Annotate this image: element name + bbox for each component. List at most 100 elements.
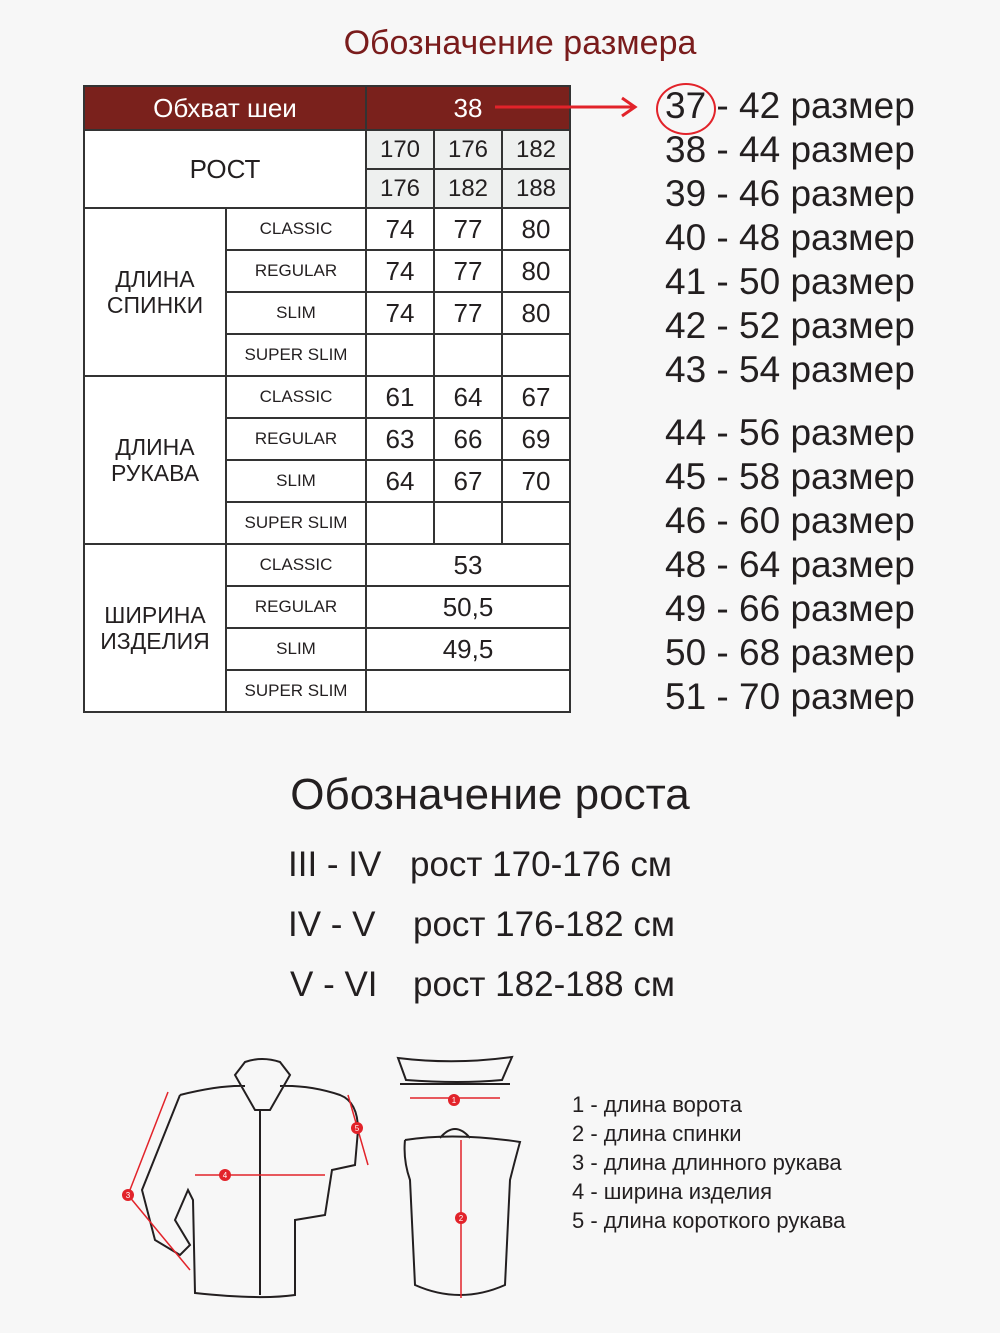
table-row: ДЛИНА СПИНКИ CLASSIC 74 77 80 — [83, 207, 571, 377]
value-cell: 74 — [365, 249, 435, 293]
value-cell — [433, 333, 503, 377]
shirt-diagram: 1 2 3 4 5 — [122, 1055, 522, 1299]
height-code: IV - V — [288, 905, 376, 944]
value-cell — [501, 333, 571, 377]
size-list: 37 - 42 размер 38 - 44 размер 39 - 46 разм… — [665, 84, 915, 719]
value-cell: 67 — [433, 459, 503, 503]
table-row: SUPER SLIM — [84, 333, 571, 377]
value-cell: 64 — [433, 375, 503, 419]
height-title: Обозначение роста — [290, 770, 690, 819]
highlight-circle — [656, 83, 716, 135]
fit-label: SUPER SLIM — [225, 669, 367, 713]
table-row: SUPER SLIM — [84, 669, 571, 713]
table-row: SLIM 64 67 70 — [84, 459, 571, 503]
value-cell: 66 — [433, 417, 503, 461]
legend-item: 3 - длина длинного рукава — [572, 1150, 842, 1175]
height-to: 182 — [433, 168, 503, 209]
fit-label: SLIM — [225, 627, 367, 671]
fit-label: SLIM — [225, 291, 367, 335]
table-row: REGULAR 74 77 80 — [84, 249, 571, 293]
page-title: Обозначение размера — [343, 24, 697, 62]
legend-item: 5 - длина короткого рукава — [572, 1208, 846, 1233]
group-label: ДЛИНА СПИНКИ — [83, 207, 227, 377]
value-cell: 69 — [501, 417, 571, 461]
height-code: III - IV — [288, 845, 382, 884]
arrow-icon — [495, 96, 638, 118]
height-code: V - VI — [290, 965, 378, 1004]
value-cell: 49,5 — [365, 627, 571, 671]
height-to: 188 — [501, 168, 571, 209]
value-cell: 50,5 — [365, 585, 571, 629]
value-cell — [365, 333, 435, 377]
value-cell: 77 — [433, 207, 503, 251]
size-item: 39 - 46 размер — [665, 173, 915, 214]
neck-label: Обхват шеи — [83, 85, 367, 131]
height-range: рост 182-188 см — [413, 965, 675, 1004]
fit-label: REGULAR — [225, 417, 367, 461]
table-row: ШИРИНА ИЗДЕЛИЯ CLASSIC 53 — [83, 543, 571, 713]
value-cell — [433, 501, 503, 545]
shirt-front-outline — [140, 1058, 360, 1299]
value-cell: 77 — [433, 249, 503, 293]
group-label: ШИРИНА ИЗДЕЛИЯ — [83, 543, 227, 713]
fit-label: SUPER SLIM — [225, 333, 367, 377]
height-from: 182 — [501, 129, 571, 170]
value-cell: 70 — [501, 459, 571, 503]
size-item: 48 - 64 размер — [665, 544, 915, 585]
value-cell: 74 — [365, 291, 435, 335]
table-row: REGULAR 63 66 69 — [84, 417, 571, 461]
size-item: 49 - 66 размер — [665, 588, 915, 629]
table-row: SLIM 74 77 80 — [84, 291, 571, 335]
value-cell: 67 — [501, 375, 571, 419]
height-from: 170 — [365, 129, 435, 170]
shirt-back-outline — [396, 1055, 522, 1296]
value-cell: 80 — [501, 207, 571, 251]
value-cell — [365, 669, 571, 713]
value-cell: 63 — [365, 417, 435, 461]
size-item: 42 - 52 размер — [665, 305, 915, 346]
table-row: SLIM 49,5 — [84, 627, 571, 671]
height-from: 176 — [433, 129, 503, 170]
legend-item: 2 - длина спинки — [572, 1121, 742, 1146]
table-row: ДЛИНА РУКАВА CLASSIC 61 64 67 — [83, 375, 571, 545]
size-item: 38 - 44 размер — [665, 129, 915, 170]
height-label: РОСТ — [83, 129, 367, 209]
marker-3: 3 — [126, 1191, 131, 1200]
size-item: 44 - 56 размер — [665, 412, 915, 453]
size-item: 50 - 68 размер — [665, 632, 915, 673]
height-range: рост 170-176 см — [410, 845, 672, 884]
measurement-legend: 1 - длина ворота 2 - длина спинки 3 - дл… — [572, 1090, 845, 1235]
value-cell: 77 — [433, 291, 503, 335]
value-cell — [501, 501, 571, 545]
value-cell: 64 — [365, 459, 435, 503]
legend-item: 4 - ширина изделия — [572, 1179, 773, 1204]
marker-5: 5 — [355, 1124, 360, 1133]
height-row: 176 182 188 — [84, 168, 571, 209]
value-cell: 53 — [365, 543, 571, 587]
size-item: 41 - 50 размер — [665, 261, 915, 302]
marker-2: 2 — [459, 1214, 464, 1223]
value-cell — [365, 501, 435, 545]
fit-label: SLIM — [225, 459, 367, 503]
value-cell: 80 — [501, 249, 571, 293]
size-item: 37 - 42 размер — [665, 85, 915, 126]
table-row: REGULAR 50,5 — [84, 585, 571, 629]
fit-label: CLASSIC — [225, 207, 367, 251]
table-row: SUPER SLIM — [84, 501, 571, 545]
value-cell: 61 — [365, 375, 435, 419]
fit-label: REGULAR — [225, 249, 367, 293]
size-item: 40 - 48 размер — [665, 217, 915, 258]
height-to: 176 — [365, 168, 435, 209]
size-item: 51 - 70 размер — [665, 676, 915, 717]
size-item: 43 - 54 размер — [665, 349, 915, 390]
size-item: 46 - 60 размер — [665, 500, 915, 541]
group-label: ДЛИНА РУКАВА — [83, 375, 227, 545]
fit-label: CLASSIC — [225, 543, 367, 587]
value-cell: 80 — [501, 291, 571, 335]
fit-label: CLASSIC — [225, 375, 367, 419]
height-range: рост 176-182 см — [413, 905, 675, 944]
marker-1: 1 — [452, 1096, 457, 1105]
height-row: РОСТ 170 176 182 — [83, 129, 571, 209]
legend-item: 1 - длина ворота — [572, 1092, 742, 1117]
